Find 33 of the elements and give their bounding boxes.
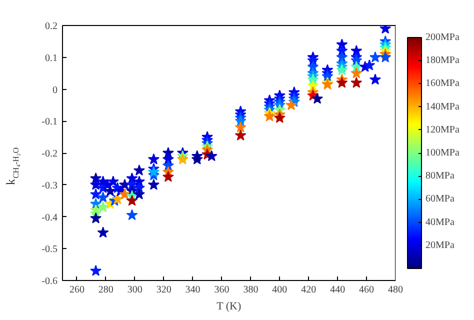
y-tick-label: 0.2 [45, 21, 58, 32]
color-bar-label: 180MPa [426, 55, 460, 66]
x-tick-label: 480 [388, 284, 403, 296]
color-bar-label: 140MPa [426, 101, 460, 112]
y-tick-label: -0.5 [42, 244, 58, 256]
x-tick-label: 360 [214, 284, 230, 296]
x-tick-label: 280 [98, 284, 114, 296]
x-tick-label: 300 [127, 284, 142, 296]
color-bar-label: 40MPa [426, 216, 455, 228]
x-tick-label: 400 [272, 284, 288, 296]
x-axis-title: T (K) [216, 300, 242, 312]
x-tick-label: 260 [69, 284, 84, 296]
color-bar-label: 20MPa [426, 240, 455, 251]
y-tick-label: 0.1 [45, 52, 58, 64]
color-bar-label: 160MPa [426, 78, 460, 90]
x-tick-label: 340 [185, 284, 200, 296]
y-tick-label: -0.2 [42, 148, 58, 160]
y-tick-label: -0.4 [42, 212, 58, 224]
x-tick-label: 460 [359, 284, 374, 296]
y-tick-label: -0.1 [42, 116, 58, 128]
y-tick-label: 0 [52, 84, 58, 96]
x-tick-label: 440 [330, 284, 346, 296]
color-bar-label: 120MPa [426, 124, 460, 136]
color-bar-label: 60MPa [426, 194, 455, 205]
y-tick-label: -0.6 [42, 276, 58, 287]
color-bar-label: 200MPa [426, 32, 460, 43]
x-tick-label: 380 [243, 284, 258, 296]
x-tick-label: 420 [301, 284, 316, 296]
x-tick-label: 320 [156, 284, 172, 296]
y-tick-label: -0.3 [42, 180, 58, 192]
y-axis-title: kCH₄-H₂O [4, 147, 20, 185]
color-bar-label: 80MPa [426, 170, 455, 182]
color-bar-label: 100MPa [426, 148, 460, 158]
